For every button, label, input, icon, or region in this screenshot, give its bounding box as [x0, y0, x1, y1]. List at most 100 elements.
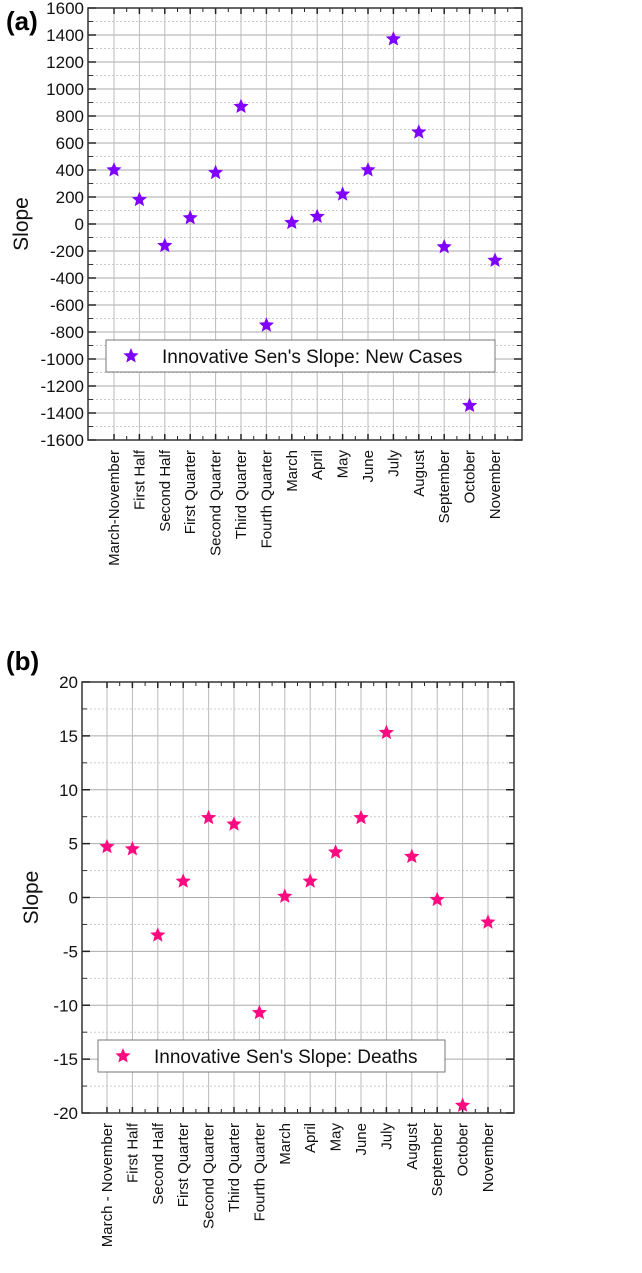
data-point-star — [175, 873, 191, 888]
legend: Innovative Sen's Slope: New Cases — [105, 339, 496, 373]
y-tick-label: 200 — [56, 188, 84, 207]
x-tick-label: July — [385, 450, 402, 477]
y-tick-label: 15 — [59, 727, 78, 746]
data-point-star — [150, 927, 166, 942]
y-tick-label: 1600 — [46, 0, 84, 18]
y-axis-label: Slope — [10, 197, 33, 251]
data-point-star — [411, 124, 427, 139]
y-tick-label: 400 — [56, 161, 84, 180]
y-tick-label: 1200 — [46, 53, 84, 72]
x-tick-label: June — [360, 450, 377, 483]
x-tick-label: March-November — [106, 450, 123, 566]
legend-star-icon — [123, 348, 139, 363]
y-tick-label: -1400 — [41, 404, 84, 423]
data-point-star — [360, 162, 376, 177]
panel-label: (a) — [6, 6, 38, 36]
data-point-star — [328, 844, 344, 859]
x-tick-label: First Quarter — [182, 450, 199, 534]
legend-label: Innovative Sen's Slope: Deaths — [154, 1047, 417, 1068]
data-point-star — [99, 838, 115, 854]
x-tick-label: March - November — [99, 1123, 116, 1247]
data-point-star — [201, 809, 217, 825]
legend-label: Innovative Sen's Slope: New Cases — [162, 347, 462, 368]
legend: Innovative Sen's Slope: Deaths — [97, 1039, 446, 1073]
x-tick-label: Fourth Quarter — [251, 1123, 268, 1221]
y-axis-label: Slope — [20, 871, 43, 925]
y-tick-label: -10 — [53, 996, 78, 1015]
x-tick-label: Second Quarter — [208, 450, 225, 556]
y-tick-label: -20 — [53, 1104, 78, 1123]
y-tick-label: -1600 — [41, 431, 84, 450]
x-tick-label: August — [411, 449, 428, 497]
data-point-star — [353, 809, 369, 825]
legend-box — [97, 1039, 446, 1073]
y-tick-label: 20 — [59, 673, 78, 692]
y-tick-label: 1000 — [46, 80, 84, 99]
x-tick-label: August — [404, 1122, 421, 1170]
x-tick-label: April — [302, 1123, 319, 1153]
data-point-star — [277, 888, 293, 903]
legend-star-icon — [115, 1048, 131, 1063]
data-point-star — [106, 162, 122, 177]
y-tick-label: -400 — [50, 269, 84, 288]
x-tick-label: First Half — [131, 449, 148, 510]
data-point-star — [378, 724, 394, 740]
x-tick-label: Fourth Quarter — [258, 450, 275, 548]
y-tick-label: 0 — [69, 889, 78, 908]
x-tick-label: May — [335, 450, 352, 479]
y-tick-label: 600 — [56, 134, 84, 153]
data-point-star — [455, 1097, 471, 1112]
data-point-star — [385, 31, 401, 46]
y-tick-label: -1000 — [41, 350, 84, 369]
chart-panel-a: (a) 1600 1400 1200 1000 800 600 400 200 0 -200 -400… — [6, 0, 523, 566]
data-point-star — [436, 238, 452, 254]
x-tick-label: Third Quarter — [226, 1123, 243, 1212]
data-point-star — [404, 848, 420, 863]
data-point-star — [233, 98, 249, 113]
legend-box — [105, 339, 496, 373]
plot-frame — [87, 7, 523, 441]
data-point-star — [208, 164, 224, 180]
data-point-star — [309, 208, 325, 223]
data-point-star — [284, 214, 300, 230]
y-tick-label: -800 — [50, 323, 84, 342]
data-point-star — [131, 191, 147, 207]
panel-label: (b) — [6, 646, 39, 676]
data-point-star — [335, 186, 351, 201]
y-tick-label: -1200 — [41, 377, 84, 396]
x-tick-label: September — [436, 450, 453, 523]
y-tick-label: -5 — [63, 942, 78, 961]
x-tick-label: May — [328, 1123, 345, 1152]
y-tick-label: 10 — [59, 781, 78, 800]
y-tick-label: -15 — [53, 1050, 78, 1069]
x-tick-label: June — [353, 1123, 370, 1156]
data-point-star — [487, 252, 503, 267]
y-tick-label: -200 — [50, 242, 84, 261]
data-point-star — [429, 891, 445, 907]
data-point-star — [258, 317, 274, 332]
x-tick-label: October — [455, 1123, 472, 1176]
data-point-star — [251, 1004, 267, 1020]
y-tick-label: 5 — [69, 835, 78, 854]
plot-frame — [81, 681, 515, 1114]
y-tick-label: 1400 — [46, 26, 84, 45]
data-point-star — [124, 841, 140, 856]
x-tick-label: March — [284, 450, 301, 492]
x-tick-label: Third Quarter — [233, 450, 250, 539]
x-tick-label: July — [378, 1123, 395, 1150]
x-tick-label: Second Half — [157, 449, 174, 532]
x-tick-label: March — [277, 1123, 294, 1165]
y-tick-label: -600 — [50, 296, 84, 315]
x-tick-label: Second Quarter — [201, 1123, 218, 1229]
data-point-star — [226, 816, 242, 831]
x-tick-label: October — [462, 450, 479, 503]
y-tick-label: 800 — [56, 107, 84, 126]
y-tick-label: 0 — [75, 215, 84, 234]
x-tick-label: April — [309, 450, 326, 480]
x-tick-label: November — [487, 450, 504, 519]
x-tick-label: First Quarter — [175, 1123, 192, 1207]
x-tick-label: November — [480, 1123, 497, 1192]
data-point-star — [480, 914, 496, 929]
x-tick-label: Second Half — [150, 1122, 167, 1205]
